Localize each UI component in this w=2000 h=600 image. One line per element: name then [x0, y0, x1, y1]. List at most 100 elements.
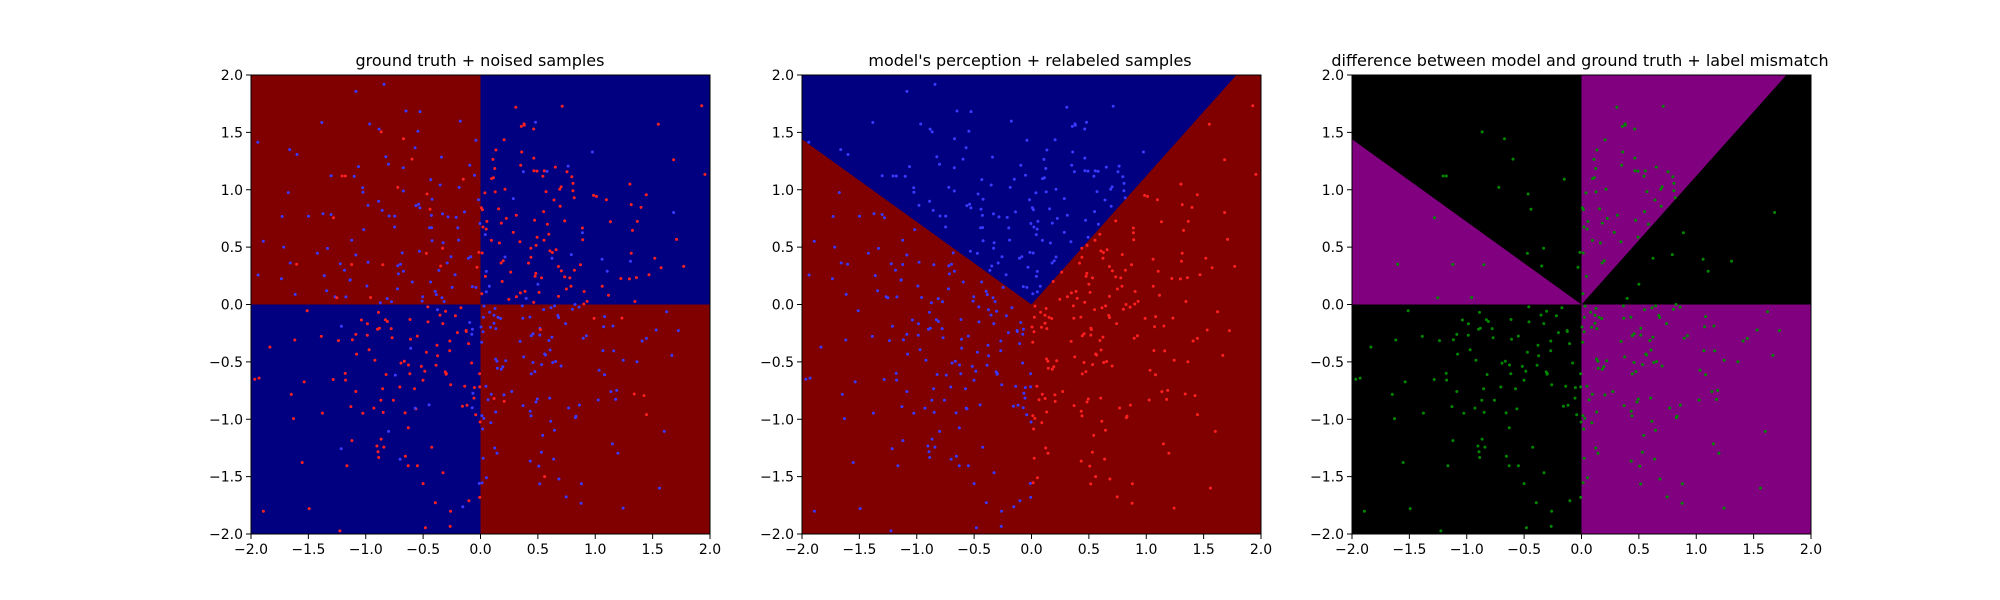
y-tick-label: 1.0 [772, 183, 794, 199]
sample-point [520, 150, 524, 154]
sample-point [474, 413, 478, 417]
sample-point [1575, 413, 1579, 417]
sample-point [354, 89, 358, 93]
sample-point [1086, 235, 1090, 239]
sample-point [493, 446, 497, 450]
sample-point [1065, 295, 1069, 299]
y-tick-label: 2.0 [221, 68, 243, 84]
sample-point [901, 439, 905, 443]
sample-point [408, 372, 412, 376]
sample-point [453, 314, 457, 318]
sample-point [933, 445, 937, 449]
sample-point [1148, 368, 1152, 372]
sample-point [379, 130, 383, 134]
sample-point [621, 358, 625, 362]
sample-point [1678, 305, 1682, 309]
sample-point [499, 367, 503, 371]
sample-point [545, 169, 549, 173]
sample-point [543, 352, 547, 356]
sample-point [1598, 241, 1602, 245]
sample-point [441, 471, 445, 475]
sample-point [417, 202, 421, 206]
sample-point [1590, 238, 1594, 242]
sample-point [1525, 251, 1529, 255]
sample-point [913, 228, 917, 232]
sample-point [403, 454, 407, 458]
sample-point [286, 191, 290, 195]
sample-point [559, 364, 563, 368]
sample-point [1603, 138, 1607, 142]
sample-point [999, 349, 1003, 353]
sample-point [1083, 156, 1087, 160]
sample-point [1103, 457, 1107, 461]
sample-point [404, 109, 408, 113]
sample-point [338, 262, 342, 266]
sample-point [989, 183, 993, 187]
sample-point [1044, 446, 1048, 450]
sample-point [544, 190, 548, 194]
sample-point [1421, 411, 1425, 415]
sample-point [348, 278, 352, 282]
sample-point [1108, 477, 1112, 481]
sample-point [1554, 314, 1558, 318]
sample-point [535, 235, 539, 239]
sample-point [429, 178, 433, 182]
sample-point [384, 155, 388, 159]
sample-point [1644, 352, 1648, 356]
sample-point [1075, 296, 1079, 300]
sample-point [1560, 306, 1564, 310]
sample-point [880, 213, 884, 216]
sample-point [988, 268, 992, 272]
sample-point [520, 304, 524, 308]
sample-point [870, 334, 874, 338]
sample-point [387, 214, 391, 218]
sample-point [1115, 322, 1119, 326]
sample-point [1712, 324, 1716, 328]
x-tick-label: −2.0 [234, 542, 268, 558]
x-tick-label: −1.0 [349, 542, 383, 558]
sample-point [1681, 231, 1685, 235]
sample-point [1069, 291, 1073, 295]
sample-point [1117, 164, 1121, 168]
sample-point [1619, 240, 1623, 244]
sample-point [1043, 321, 1047, 325]
sample-point [889, 529, 893, 533]
sample-point [499, 221, 503, 225]
sample-point [1070, 124, 1074, 128]
sample-point [426, 320, 430, 324]
sample-point [672, 211, 676, 214]
sample-point [1590, 392, 1594, 396]
sample-point [335, 296, 339, 300]
sample-point [1031, 208, 1035, 212]
x-tick-label: 0.5 [527, 542, 549, 558]
sample-point [408, 318, 412, 321]
sample-point [846, 153, 850, 156]
sample-point [906, 352, 910, 356]
sample-point [944, 373, 948, 377]
sample-point [423, 369, 427, 373]
sample-point [932, 410, 936, 414]
sample-point [372, 406, 376, 410]
sample-point [1636, 169, 1640, 173]
panel-2-regions [802, 75, 1261, 534]
sample-point [501, 365, 505, 369]
sample-point [1154, 315, 1158, 319]
sample-point [1172, 506, 1176, 510]
sample-point [514, 213, 518, 217]
sample-point [1032, 225, 1036, 229]
sample-point [580, 231, 584, 235]
sample-point [542, 169, 546, 173]
sample-point [470, 406, 474, 410]
sample-point [1098, 232, 1102, 236]
sample-point [480, 251, 484, 255]
sample-point [354, 253, 358, 257]
sample-point [1539, 313, 1543, 317]
sample-point [1152, 349, 1156, 353]
sample-point [600, 257, 604, 261]
sample-point [563, 219, 567, 223]
sample-point [953, 359, 957, 363]
sample-point [553, 428, 556, 432]
y-tick-label: −1.0 [209, 412, 243, 428]
sample-point [449, 509, 453, 513]
sample-point [1029, 385, 1033, 389]
